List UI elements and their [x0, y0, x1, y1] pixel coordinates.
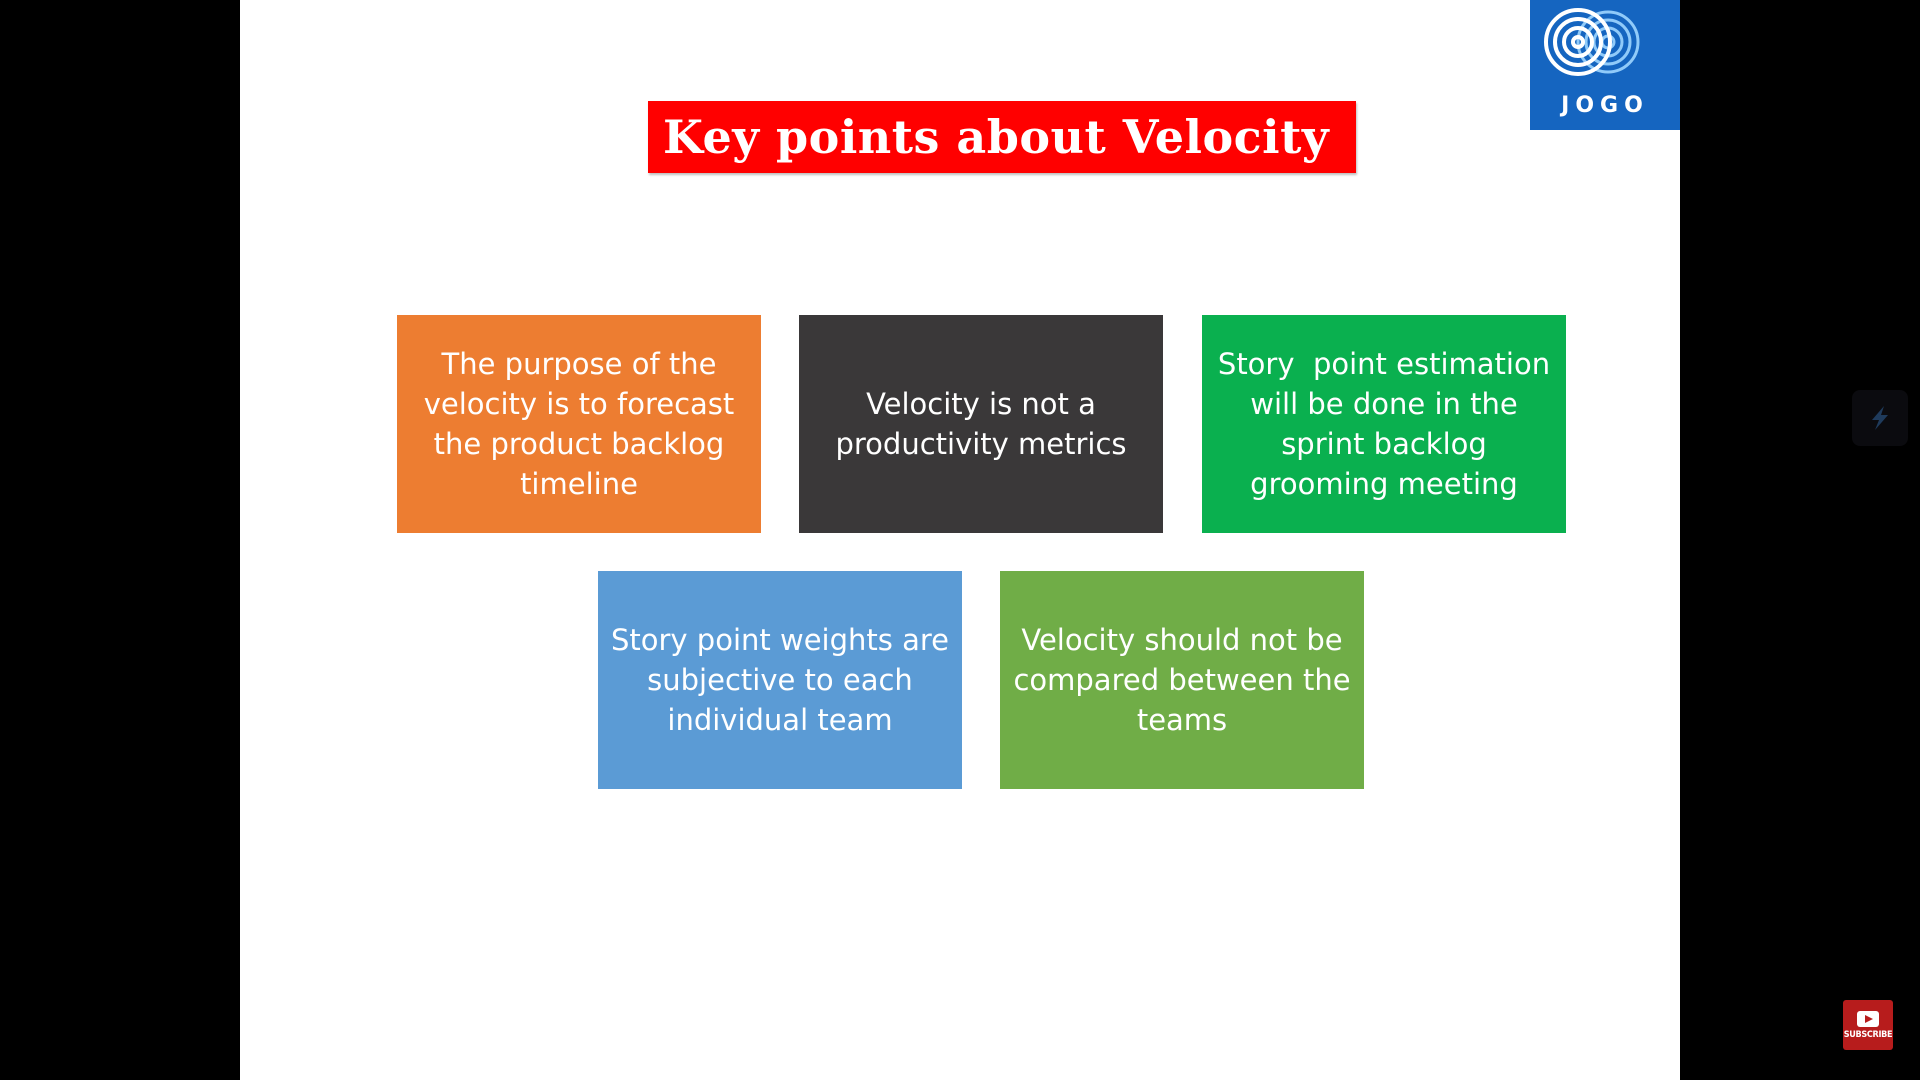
- slash-extension-icon-glyph: [1872, 406, 1888, 430]
- title-banner: Key points about Velocity: [648, 101, 1356, 173]
- slide: Key points about Velocity JOGO The purpo…: [240, 0, 1680, 1080]
- key-point-text: Story point weights are subjective to ea…: [610, 623, 949, 737]
- slide-title: Key points about Velocity: [663, 110, 1330, 164]
- subscribe-button[interactable]: SUBSCRIBE: [1843, 1000, 1893, 1050]
- key-point-box: Story point estimation will be done in t…: [1202, 315, 1566, 533]
- key-point-text: Velocity is not a productivity metrics: [835, 387, 1127, 461]
- key-point-box: Story point weights are subjective to ea…: [598, 571, 962, 789]
- key-point-box: Velocity is not a productivity metrics: [799, 315, 1163, 533]
- slash-extension-icon[interactable]: [1852, 390, 1908, 446]
- youtube-play-icon: [1857, 1010, 1879, 1027]
- key-point-box: The purpose of the velocity is to foreca…: [397, 315, 761, 533]
- key-point-box: Velocity should not be compared between …: [1000, 571, 1364, 789]
- concentric-circles-logo-icon: [1544, 8, 1640, 76]
- key-point-text: The purpose of the velocity is to foreca…: [423, 347, 735, 501]
- subscribe-label: SUBSCRIBE: [1843, 1029, 1893, 1040]
- logo-text: JOGO: [1561, 93, 1649, 118]
- key-point-text: Velocity should not be compared between …: [1013, 623, 1351, 737]
- key-point-text: Story point estimation will be done in t…: [1217, 347, 1560, 501]
- jogo-logo: JOGO: [1530, 0, 1680, 130]
